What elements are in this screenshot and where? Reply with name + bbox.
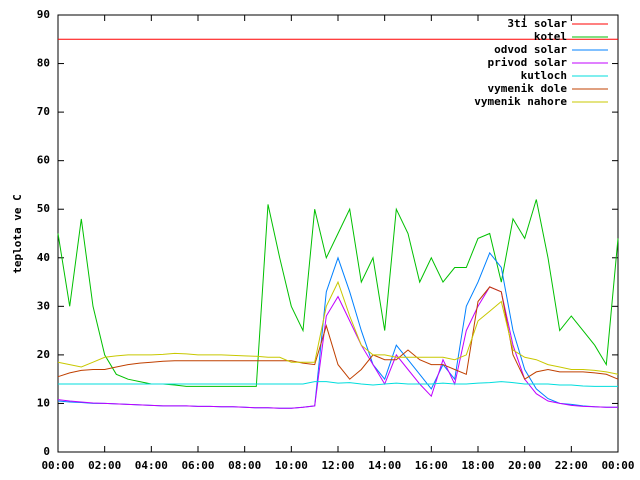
y-tick-label: 20: [37, 348, 50, 361]
x-tick-label: 14:00: [368, 459, 401, 472]
legend-label: kotel: [534, 30, 567, 43]
y-tick-label: 0: [43, 445, 50, 458]
x-tick-label: 00:00: [601, 459, 634, 472]
y-tick-label: 80: [37, 57, 50, 70]
y-tick-label: 40: [37, 251, 50, 264]
x-tick-label: 18:00: [461, 459, 494, 472]
legend-label: privod solar: [488, 56, 568, 69]
series-line: [57, 280, 619, 375]
y-tick-label: 10: [37, 396, 50, 409]
y-tick-label: 70: [37, 105, 50, 118]
x-tick-label: 02:00: [88, 459, 121, 472]
y-tick-label: 50: [37, 202, 50, 215]
series-line: [57, 199, 619, 387]
series-line: [58, 381, 618, 387]
legend-label: vymenik nahore: [474, 95, 567, 108]
series-line: [57, 251, 618, 409]
series-line: [57, 286, 619, 380]
x-tick-label: 12:00: [321, 459, 354, 472]
y-tick-label: 90: [37, 8, 50, 21]
legend-label: kutloch: [521, 69, 567, 82]
legend-label: 3ti solar: [507, 17, 567, 30]
y-tick-label: 60: [37, 154, 50, 167]
y-axis-label: teplota ve C: [11, 194, 24, 273]
legend-label: vymenik dole: [488, 82, 568, 95]
x-tick-label: 16:00: [415, 459, 448, 472]
x-tick-label: 22:00: [555, 459, 588, 472]
legend-label: odvod solar: [494, 43, 567, 56]
y-tick-label: 30: [37, 299, 50, 312]
x-tick-label: 08:00: [228, 459, 261, 472]
x-tick-label: 06:00: [181, 459, 214, 472]
series-line: [57, 286, 618, 409]
x-tick-label: 00:00: [41, 459, 74, 472]
x-tick-label: 10:00: [275, 459, 308, 472]
x-tick-label: 04:00: [135, 459, 168, 472]
x-tick-label: 20:00: [508, 459, 541, 472]
